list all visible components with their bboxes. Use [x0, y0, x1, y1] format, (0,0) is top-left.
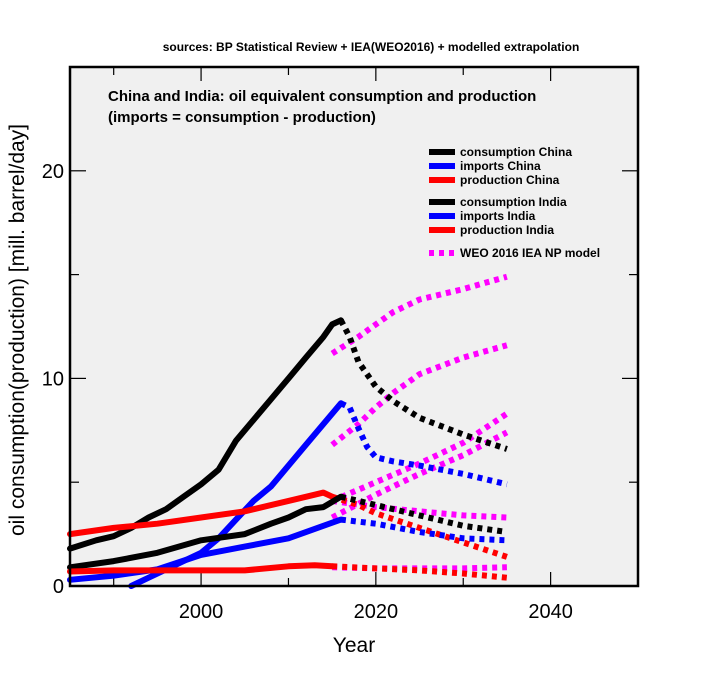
- tick-labels: 2000 2020 2040 0 10 20: [42, 161, 573, 623]
- legend-label: imports India: [460, 209, 536, 223]
- x-axis-title: Year: [333, 634, 375, 657]
- chart-title: China and India: oil equivalent consumpt…: [108, 88, 536, 105]
- series-line: [330, 342, 508, 448]
- legend-label: WEO 2016 IEA NP model: [460, 246, 600, 260]
- series-layer: [67, 273, 509, 589]
- y-tick-label: 20: [42, 161, 64, 183]
- x-tick-label: 2040: [528, 601, 573, 623]
- axis-ticks: [70, 66, 639, 586]
- plot-frame: [68, 65, 640, 588]
- series-line: [338, 318, 508, 452]
- legend-label: consumption China: [460, 145, 572, 159]
- series-line: [339, 400, 508, 488]
- chart-subtitle: (imports = consumption - production): [108, 109, 376, 126]
- x-tick-label: 2020: [354, 601, 399, 623]
- source-note: sources: BP Statistical Review + IEA(WEO…: [163, 40, 580, 54]
- series-line: [331, 493, 508, 560]
- legend-label: production China: [460, 173, 560, 187]
- series-line: [330, 273, 508, 357]
- series-line: [67, 317, 344, 552]
- y-tick-label: 0: [53, 576, 64, 598]
- series-line: [67, 493, 344, 571]
- series-line: [67, 489, 336, 538]
- series-line: [67, 516, 344, 583]
- y-axis-title: oil consumption(production) [mill. barre…: [6, 124, 29, 536]
- legend-label: imports China: [460, 159, 541, 173]
- series-line: [340, 516, 508, 544]
- x-tick-label: 2000: [179, 601, 224, 623]
- legend-label: production India: [460, 223, 554, 237]
- legend-label: consumption India: [460, 195, 567, 209]
- series-line: [67, 562, 336, 575]
- y-tick-label: 10: [42, 368, 64, 390]
- series-line: [340, 493, 508, 535]
